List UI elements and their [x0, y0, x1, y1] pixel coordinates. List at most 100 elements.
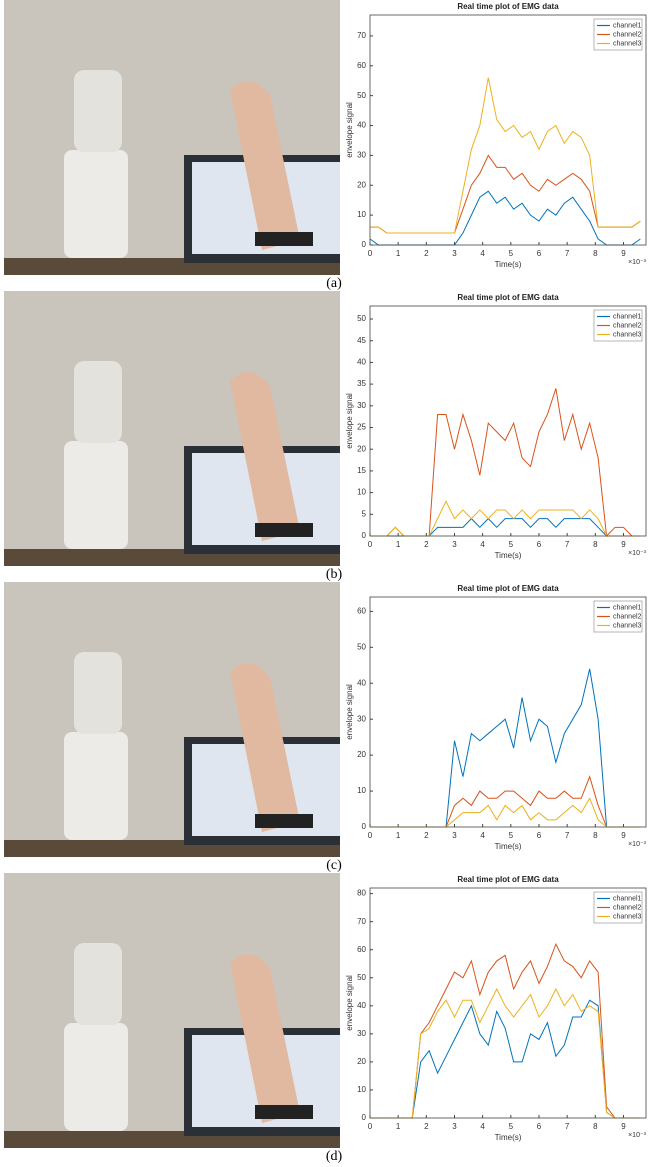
legend-label: channel1 — [613, 22, 642, 29]
y-tick-label: 10 — [357, 488, 366, 497]
x-multiplier: ×10⁻³ — [628, 550, 647, 557]
y-tick-label: 20 — [357, 444, 366, 453]
x-tick-label: 3 — [452, 249, 457, 258]
x-axis-label: Time(s) — [495, 842, 522, 851]
y-tick-label: 40 — [357, 678, 366, 687]
x-tick-label: 9 — [621, 831, 626, 840]
y-tick-label: 60 — [357, 61, 366, 70]
y-tick-label: 40 — [357, 358, 366, 367]
x-tick-label: 4 — [480, 831, 485, 840]
x-tick-label: 4 — [480, 540, 485, 549]
x-tick-label: 5 — [509, 249, 514, 258]
chart-title: Real time plot of EMG data — [457, 584, 559, 593]
y-tick-label: 40 — [357, 1001, 366, 1010]
x-multiplier: ×10⁻³ — [628, 1132, 647, 1139]
robot-arm — [64, 1023, 128, 1131]
x-tick-label: 9 — [621, 1122, 626, 1131]
x-axis-label: Time(s) — [495, 1133, 522, 1142]
x-tick-label: 0 — [368, 540, 373, 549]
x-axis-label: Time(s) — [495, 260, 522, 269]
x-tick-label: 6 — [537, 249, 542, 258]
y-tick-label: 50 — [357, 973, 366, 982]
y-axis-label: envelope signal — [345, 684, 354, 740]
x-multiplier: ×10⁻³ — [628, 259, 647, 266]
y-tick-label: 15 — [357, 466, 366, 475]
y-tick-label: 40 — [357, 121, 366, 130]
legend-label: channel1 — [613, 895, 642, 902]
x-tick-label: 2 — [424, 540, 429, 549]
x-tick-label: 6 — [537, 831, 542, 840]
y-tick-label: 50 — [357, 642, 366, 651]
x-tick-label: 1 — [396, 540, 401, 549]
robot-hand — [74, 361, 122, 443]
legend-label: channel1 — [613, 313, 642, 320]
y-tick-label: 0 — [362, 240, 367, 249]
caption: (a) — [326, 276, 342, 291]
x-tick-label: 0 — [368, 1122, 373, 1131]
robot-hand — [74, 652, 122, 734]
legend-label: channel1 — [613, 604, 642, 611]
x-tick-label: 5 — [509, 540, 514, 549]
y-tick-label: 0 — [362, 822, 367, 831]
panel: Real time plot of EMG data01020304050607… — [4, 0, 669, 291]
y-tick-label: 0 — [362, 1113, 367, 1122]
x-tick-label: 2 — [424, 831, 429, 840]
robot-arm — [64, 732, 128, 840]
chart-title: Real time plot of EMG data — [457, 2, 559, 11]
chart-title: Real time plot of EMG data — [457, 875, 559, 884]
y-tick-label: 30 — [357, 714, 366, 723]
x-tick-label: 8 — [593, 540, 598, 549]
x-tick-label: 4 — [480, 1122, 485, 1131]
emg-band — [255, 1105, 313, 1119]
x-axis-label: Time(s) — [495, 551, 522, 560]
x-tick-label: 4 — [480, 249, 485, 258]
y-tick-label: 50 — [357, 314, 366, 323]
y-tick-label: 45 — [357, 336, 366, 345]
y-tick-label: 60 — [357, 945, 366, 954]
y-tick-label: 60 — [357, 606, 366, 615]
y-tick-label: 10 — [357, 210, 366, 219]
legend-label: channel2 — [613, 322, 642, 329]
emg-band — [255, 523, 313, 537]
y-tick-label: 25 — [357, 423, 366, 432]
x-tick-label: 8 — [593, 249, 598, 258]
legend-label: channel2 — [613, 31, 642, 38]
x-tick-label: 6 — [537, 540, 542, 549]
x-tick-label: 1 — [396, 1122, 401, 1131]
y-tick-label: 10 — [357, 786, 366, 795]
emg-band — [255, 232, 313, 246]
x-tick-label: 7 — [565, 249, 570, 258]
x-tick-label: 2 — [424, 249, 429, 258]
y-axis-label: envelope signal — [345, 975, 354, 1031]
robot-arm — [64, 441, 128, 549]
x-tick-label: 8 — [593, 1122, 598, 1131]
y-tick-label: 50 — [357, 91, 366, 100]
legend-label: channel3 — [613, 622, 642, 629]
legend-label: channel3 — [613, 40, 642, 47]
y-tick-label: 70 — [357, 917, 366, 926]
x-multiplier: ×10⁻³ — [628, 841, 647, 848]
y-axis-label: envelope signal — [345, 393, 354, 449]
y-tick-label: 10 — [357, 1085, 366, 1094]
x-tick-label: 5 — [509, 1122, 514, 1131]
caption: (b) — [326, 567, 343, 582]
x-tick-label: 9 — [621, 249, 626, 258]
y-tick-label: 0 — [362, 531, 367, 540]
y-tick-label: 30 — [357, 150, 366, 159]
x-tick-label: 0 — [368, 831, 373, 840]
panel: Real time plot of EMG data01020304050607… — [4, 873, 669, 1164]
robot-hand — [74, 943, 122, 1025]
x-tick-label: 7 — [565, 1122, 570, 1131]
y-axis-label: envelope signal — [345, 102, 354, 158]
figure: Real time plot of EMG data01020304050607… — [0, 0, 669, 1167]
robot-hand — [74, 70, 122, 152]
x-tick-label: 2 — [424, 1122, 429, 1131]
y-tick-label: 80 — [357, 889, 366, 898]
panel: Real time plot of EMG data05101520253035… — [4, 291, 669, 582]
robot-arm — [64, 150, 128, 258]
caption: (d) — [326, 1149, 343, 1164]
x-tick-label: 8 — [593, 831, 598, 840]
x-tick-label: 1 — [396, 831, 401, 840]
y-tick-label: 30 — [357, 1029, 366, 1038]
x-tick-label: 5 — [509, 831, 514, 840]
